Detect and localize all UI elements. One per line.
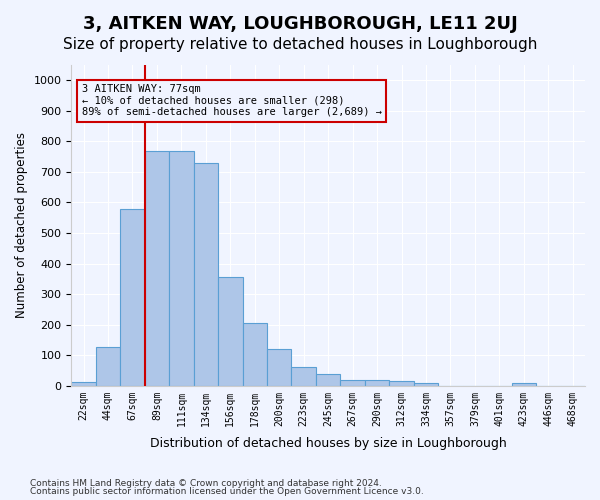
X-axis label: Distribution of detached houses by size in Loughborough: Distribution of detached houses by size …	[150, 437, 506, 450]
Text: Size of property relative to detached houses in Loughborough: Size of property relative to detached ho…	[63, 38, 537, 52]
Bar	[414, 382, 438, 386]
Bar	[71, 382, 96, 386]
Bar	[340, 380, 365, 386]
Bar	[365, 380, 389, 386]
Bar	[292, 366, 316, 386]
Y-axis label: Number of detached properties: Number of detached properties	[15, 132, 28, 318]
Text: 3 AITKEN WAY: 77sqm
← 10% of detached houses are smaller (298)
89% of semi-detac: 3 AITKEN WAY: 77sqm ← 10% of detached ho…	[82, 84, 382, 117]
Bar	[242, 322, 267, 386]
Bar	[120, 208, 145, 386]
Bar	[169, 150, 194, 386]
Bar	[512, 382, 536, 386]
Text: Contains HM Land Registry data © Crown copyright and database right 2024.: Contains HM Land Registry data © Crown c…	[30, 478, 382, 488]
Bar	[267, 349, 292, 386]
Text: 3, AITKEN WAY, LOUGHBOROUGH, LE11 2UJ: 3, AITKEN WAY, LOUGHBOROUGH, LE11 2UJ	[83, 15, 517, 33]
Bar	[145, 150, 169, 386]
Bar	[96, 346, 120, 386]
Bar	[218, 278, 242, 386]
Text: Contains public sector information licensed under the Open Government Licence v3: Contains public sector information licen…	[30, 487, 424, 496]
Bar	[389, 381, 414, 386]
Bar	[316, 374, 340, 386]
Bar	[194, 163, 218, 386]
